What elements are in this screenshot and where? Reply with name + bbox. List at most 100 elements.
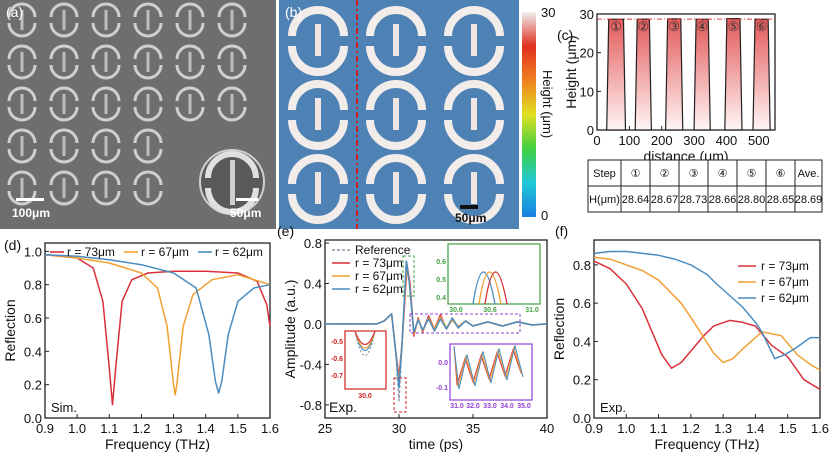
resonator-arc — [217, 64, 247, 80]
resonator-arc — [444, 154, 504, 185]
inset-tick-label: 0.6 — [436, 259, 446, 266]
legend-entry: r = 73μm — [67, 245, 115, 259]
inset-tick-label: -0.5 — [331, 339, 343, 346]
resonator-arc — [133, 2, 163, 18]
scale-bar-label: 50μm — [455, 211, 486, 225]
resonator-arc — [217, 44, 247, 60]
x-axis-label: Frequency (THz) — [105, 436, 210, 452]
table-row-cell: 28.64 — [622, 194, 650, 206]
scale-bar — [236, 198, 258, 201]
sem-resonator — [91, 128, 121, 164]
plot-frame-e — [324, 239, 548, 419]
step-label: ② — [637, 19, 649, 34]
resonator-arc — [91, 86, 121, 102]
resonator-arc — [133, 64, 163, 80]
height-map-resonator — [366, 6, 426, 76]
resonator-bar — [20, 178, 24, 198]
inset-tick-label: 30.0 — [449, 307, 463, 314]
resonator-bar — [62, 178, 66, 198]
legend-entry: r = 73μm — [355, 256, 403, 270]
y-tick-label: 0.4 — [573, 334, 591, 349]
panel-label-d: (d) — [4, 237, 21, 253]
resonator-arc — [175, 22, 205, 38]
x-tick-label: 1.2 — [682, 421, 700, 436]
step-profile — [606, 18, 627, 131]
resonator-bar — [62, 136, 66, 156]
sem-resonator — [91, 170, 121, 206]
x-tick-label: 1.0 — [617, 421, 635, 436]
table-cell — [736, 185, 767, 213]
sem-resonator — [133, 86, 163, 122]
resonator-arc — [49, 44, 79, 60]
table-row-cell: 28.73 — [680, 194, 708, 206]
resonator-arc — [217, 86, 247, 102]
table-header-cell: ① — [631, 168, 641, 180]
resonator-arc — [444, 80, 504, 111]
resonator-bar — [20, 136, 24, 156]
height-map-resonator — [444, 6, 504, 76]
table-header-cell: ② — [660, 168, 670, 180]
resonator-arc — [133, 128, 163, 144]
inset-green — [447, 243, 541, 305]
resonator-arc — [366, 80, 426, 111]
table-header-cell: ④ — [718, 168, 728, 180]
step-label: ④ — [696, 19, 708, 34]
inset-arc — [205, 187, 259, 215]
y-tick-label: 0.8 — [24, 278, 42, 293]
resonator-bar — [146, 52, 150, 72]
resonator-bar — [104, 136, 108, 156]
resonator-bar — [146, 178, 150, 198]
inset-arc — [205, 151, 259, 179]
resonator-arc — [366, 45, 426, 76]
resonator-bar — [146, 136, 150, 156]
resonator-arc — [217, 106, 247, 122]
resonator-arc — [133, 190, 163, 206]
y-tick-label: 0.6 — [573, 296, 591, 311]
y-tick-label: 0.4 — [304, 276, 322, 291]
y-tick-label: 1.0 — [24, 244, 42, 259]
y-tick-label: 0.0 — [24, 411, 42, 426]
zoom-box-red — [393, 377, 407, 413]
resonator-arc — [133, 106, 163, 122]
sim-label: Sim. — [51, 400, 77, 415]
resonator-bar — [146, 10, 150, 30]
panel-label-c: (c) — [557, 27, 573, 43]
resonator-bar — [393, 24, 399, 56]
resonator-arc — [7, 106, 37, 122]
resonator-arc — [91, 106, 121, 122]
inset-tick-label: -0.6 — [331, 356, 343, 363]
y-tick-label: 0.0 — [573, 411, 591, 426]
resonator-arc — [175, 44, 205, 60]
resonator-bar — [20, 94, 24, 114]
zoom-box-green — [402, 255, 415, 297]
table-header-cell: ⑥ — [776, 168, 786, 180]
table-row-cell: 28.67 — [651, 194, 679, 206]
resonator-arc — [7, 44, 37, 60]
colorbar-label: Height (μm) — [540, 70, 555, 138]
resonator-bar — [62, 52, 66, 72]
y-tick-label: 0.8 — [573, 258, 591, 273]
scale-bar-label: 100μm — [12, 206, 50, 220]
legend-entry: r = 73μm — [761, 259, 809, 273]
inset-tick-label: 30.6 — [483, 307, 497, 314]
step-label: ⑥ — [756, 19, 768, 34]
resonator-arc — [49, 190, 79, 206]
table-cell — [765, 185, 796, 213]
colorbar-max: 30 — [541, 5, 555, 20]
x-tick-label: 1.4 — [746, 421, 764, 436]
colorbar — [522, 12, 536, 217]
resonator-arc — [133, 22, 163, 38]
resonator-arc — [288, 45, 348, 76]
table-cell — [587, 159, 622, 187]
table-cell — [620, 185, 651, 213]
y-tick-label: -0.8 — [300, 398, 322, 413]
sem-resonator — [133, 44, 163, 80]
height-map-resonator — [288, 80, 348, 150]
resonator-bar — [62, 94, 66, 114]
inset-tick-label: 30.0 — [358, 393, 372, 400]
x-tick-label: 25 — [318, 421, 332, 436]
table-cell — [587, 185, 622, 213]
sem-resonator — [133, 170, 163, 206]
resonator-bar — [471, 24, 477, 56]
step-label: ③ — [668, 19, 680, 34]
